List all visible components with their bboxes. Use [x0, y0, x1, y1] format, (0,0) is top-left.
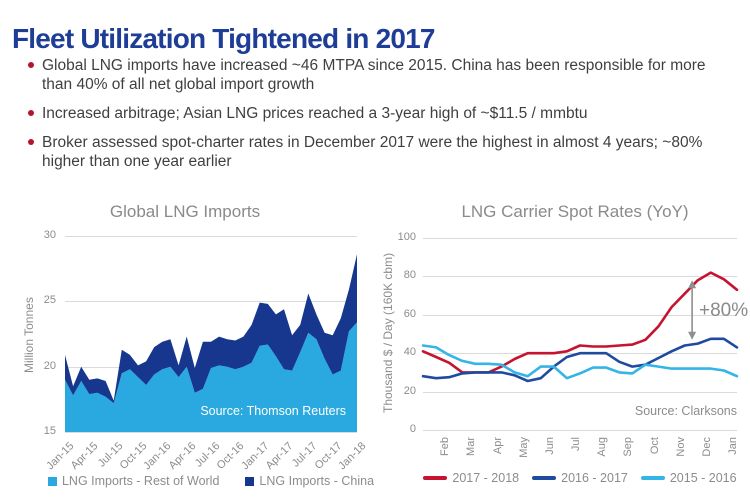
- x-tick-label: Nov: [674, 437, 687, 457]
- x-tick-label: Jul: [570, 437, 583, 452]
- area-rest-of-world: [65, 322, 357, 432]
- bullet-marker-icon: [28, 110, 34, 116]
- plus-80-percent-annotation: +80%: [699, 300, 749, 321]
- imports-source-note: Source: Thomson Reuters: [200, 404, 346, 418]
- legend-swatch-icon: [640, 476, 665, 480]
- spot-rates-plot-area: [421, 238, 739, 431]
- legend-label: 2016 - 2017: [561, 471, 628, 485]
- y-tick-label: 100: [397, 231, 416, 243]
- y-tick-label: 25: [43, 294, 56, 307]
- x-tick-label: Jan-15: [44, 440, 77, 473]
- legend-item: LNG Imports - China: [245, 474, 374, 488]
- bullet-text: Broker assessed spot-charter rates in De…: [42, 134, 703, 170]
- bullet-item: Broker assessed spot-charter rates in De…: [28, 133, 728, 171]
- bullet-item: Global LNG imports have increased ~46 MT…: [28, 56, 728, 94]
- legend-swatch-icon: [532, 476, 557, 480]
- spot-rates-y-axis-label: Thousand $ / Day (160K cbm): [381, 252, 395, 414]
- x-tick-label: May: [517, 437, 530, 458]
- legend-item: 2015 - 2016: [640, 471, 737, 485]
- x-tick-label: Aug: [596, 437, 609, 457]
- bullet-marker-icon: [28, 139, 34, 145]
- legend-swatch-icon: [423, 476, 448, 480]
- imports-y-axis-label: Million Tonnes: [22, 297, 36, 373]
- legend-label: LNG Imports - China: [259, 474, 375, 488]
- legend-swatch-icon: [47, 476, 57, 486]
- y-tick-label: 80: [403, 269, 416, 282]
- bullet-text: Increased arbitrage; Asian LNG prices re…: [42, 105, 588, 122]
- x-tick-label: Oct: [648, 437, 661, 455]
- spot-rates-legend: 2017 - 2018 2016 - 2017 2015 - 2016: [413, 471, 747, 485]
- imports-plot-area: [65, 236, 357, 433]
- spot-rates-chart-title: LNG Carrier Spot Rates (YoY): [461, 202, 689, 221]
- x-tick-label: Jun: [543, 437, 556, 455]
- legend-label: 2017 - 2018: [452, 471, 520, 485]
- x-tick-label: Sep: [622, 437, 635, 457]
- x-tick-label: Apr-16: [166, 440, 199, 472]
- y-tick-label: 30: [43, 229, 56, 241]
- y-tick-label: 60: [403, 307, 416, 320]
- spot-rates-source-note: Source: Clarksons: [634, 404, 737, 418]
- y-tick-label: 20: [43, 359, 56, 372]
- annotation-arrowhead-down: [688, 331, 697, 340]
- x-tick-label: Mar: [465, 437, 478, 456]
- series-line-2016-2017: [421, 337, 739, 383]
- bullet-list: Global LNG imports have increased ~46 MT…: [28, 56, 728, 181]
- x-tick-label: Dec: [700, 437, 713, 457]
- y-tick-label: 40: [403, 346, 416, 359]
- y-tick-label: 0: [409, 423, 416, 435]
- bullet-item: Increased arbitrage; Asian LNG prices re…: [28, 104, 728, 123]
- annotation-arrowhead-up: [688, 280, 697, 289]
- x-tick-label: Apr: [491, 437, 504, 455]
- legend-swatch-icon: [245, 476, 255, 486]
- imports-legend: LNG Imports - Rest of World LNG Imports -…: [47, 474, 374, 488]
- imports-chart-title: Global LNG Imports: [109, 202, 261, 221]
- legend-item: LNG Imports - Rest of World: [47, 474, 220, 488]
- legend-label: LNG Imports - Rest of World: [61, 474, 220, 488]
- legend-label: 2015 - 2016: [669, 471, 737, 485]
- series-line-2015-2016: [421, 344, 739, 380]
- bullet-text: Global LNG imports have increased ~46 MT…: [42, 57, 706, 93]
- x-tick-label: Feb: [439, 437, 452, 456]
- legend-item: 2016 - 2017: [532, 471, 628, 485]
- slide-title: Fleet Utilization Tightened in 2017: [12, 22, 435, 54]
- area-china: [65, 254, 357, 404]
- bullet-marker-icon: [28, 62, 34, 68]
- y-tick-label: 20: [403, 384, 416, 397]
- x-tick-label: Jan: [727, 437, 740, 455]
- legend-item: 2017 - 2018: [423, 471, 519, 485]
- y-tick-label: 15: [43, 425, 56, 437]
